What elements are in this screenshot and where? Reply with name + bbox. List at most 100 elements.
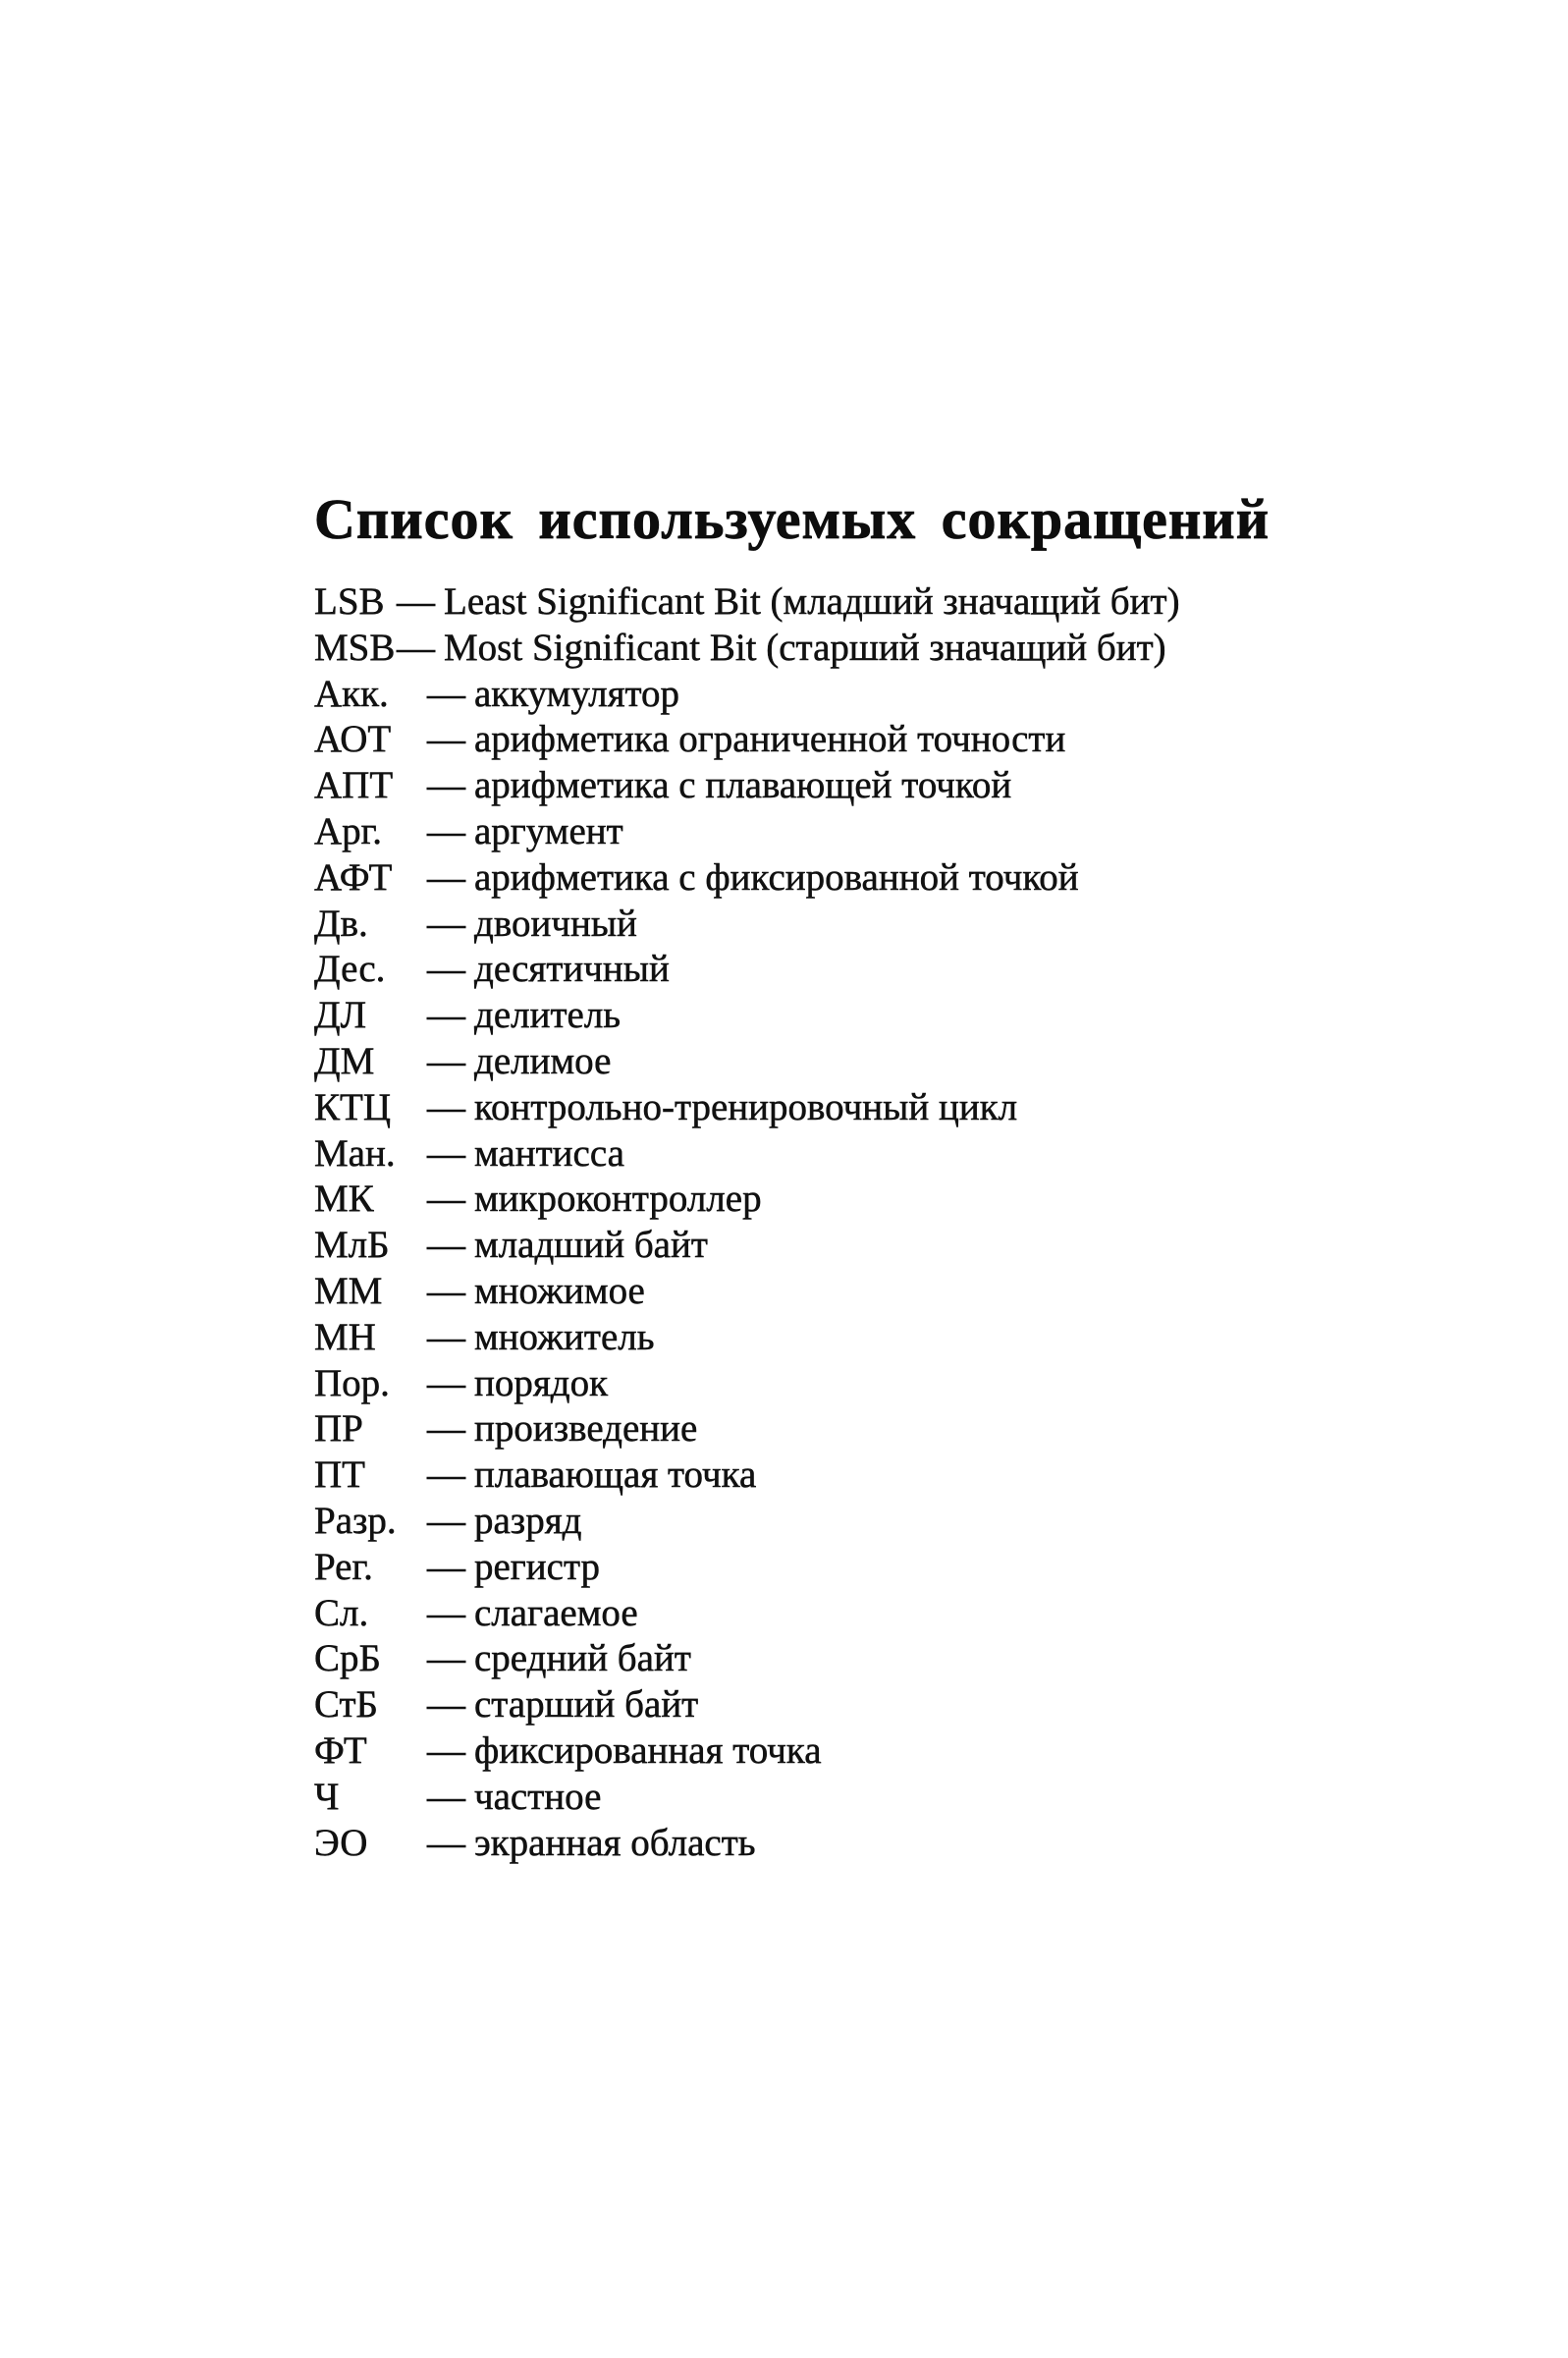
dash-separator: —: [427, 718, 466, 761]
list-item: ПР — произведение: [314, 1406, 1492, 1453]
list-item: ММ — множимое: [314, 1269, 1492, 1315]
description: арифметика ограниченной точности: [474, 718, 1066, 761]
dash-separator: —: [427, 1499, 466, 1542]
list-item: МлБ — младший байт: [314, 1223, 1492, 1269]
dash-separator: —: [397, 626, 436, 669]
description: делимое: [474, 1039, 612, 1082]
description: контрольно-тренировочный цикл: [474, 1085, 1018, 1128]
abbreviation: ПТ: [314, 1453, 366, 1497]
dash-separator: —: [427, 1131, 466, 1175]
description: двоичный: [474, 902, 637, 945]
abbreviation: ДМ: [314, 1039, 375, 1082]
dash-separator: —: [427, 1775, 466, 1818]
description: разряд: [474, 1499, 582, 1542]
abbreviation: ДЛ: [314, 994, 367, 1037]
description: мантисса: [474, 1131, 624, 1175]
dash-separator: —: [427, 1683, 466, 1727]
description: аккумулятор: [474, 672, 680, 715]
description: Least Significant Bit (младший значащий …: [444, 580, 1180, 623]
dash-separator: —: [427, 1085, 466, 1128]
abbreviation: СтБ: [314, 1683, 378, 1727]
list-item: Ман. — мантисса: [314, 1131, 1492, 1178]
list-item: МН — множитель: [314, 1315, 1492, 1361]
list-item: ДЛ — делитель: [314, 993, 1492, 1039]
dash-separator: —: [427, 855, 466, 899]
list-item: ЭО — экранная область: [314, 1821, 1492, 1867]
description: средний байт: [474, 1637, 691, 1680]
list-item: ФТ — фиксированная точка: [314, 1728, 1492, 1775]
description: слагаемое: [474, 1591, 638, 1634]
abbreviation: Акк.: [314, 672, 389, 715]
dash-separator: —: [427, 1269, 466, 1312]
list-item: Дв. — двоичный: [314, 902, 1492, 948]
description: делитель: [474, 994, 622, 1037]
dash-separator: —: [427, 1407, 466, 1451]
dash-separator: —: [427, 1637, 466, 1680]
abbreviation: Ч: [314, 1775, 340, 1818]
abbreviation: МК: [314, 1178, 374, 1221]
abbreviation: ЭО: [314, 1821, 368, 1864]
dash-separator: —: [427, 809, 466, 852]
list-item: КТЦ — контрольно-тренировочный цикл: [314, 1085, 1492, 1131]
description: микроконтроллер: [474, 1178, 762, 1221]
dash-separator: —: [427, 1453, 466, 1497]
abbreviation: Дв.: [314, 902, 368, 945]
list-item: МК — микроконтроллер: [314, 1177, 1492, 1223]
description: порядок: [474, 1361, 609, 1404]
dash-separator: —: [427, 1591, 466, 1634]
abbreviation: Арг.: [314, 809, 383, 852]
dash-separator: —: [427, 672, 466, 715]
abbreviation-list: LSB — Least Significant Bit (младший знача…: [314, 579, 1492, 1866]
description: младший байт: [474, 1224, 708, 1267]
dash-separator: —: [427, 1178, 466, 1221]
abbreviation: ПР: [314, 1407, 363, 1451]
abbreviation: СрБ: [314, 1637, 381, 1680]
list-item: АПТ — арифметика с плавающей точкой: [314, 763, 1492, 809]
dash-separator: —: [397, 580, 436, 623]
list-item: Сл. — слагаемое: [314, 1591, 1492, 1637]
description: произведение: [474, 1407, 698, 1451]
description: аргумент: [474, 809, 623, 852]
dash-separator: —: [427, 1361, 466, 1404]
abbreviation: АОТ: [314, 718, 392, 761]
abbreviation: Рег.: [314, 1545, 373, 1588]
abbreviation: АПТ: [314, 764, 394, 807]
abbreviation: Разр.: [314, 1499, 397, 1542]
abbreviation: ММ: [314, 1269, 383, 1312]
description: частное: [474, 1775, 602, 1818]
description: регистр: [474, 1545, 601, 1588]
abbreviation: ФТ: [314, 1728, 367, 1772]
dash-separator: —: [427, 1224, 466, 1267]
dash-separator: —: [427, 1728, 466, 1772]
list-item: Пор. — порядок: [314, 1361, 1492, 1407]
abbreviation: LSB: [314, 580, 385, 623]
description: плавающая точка: [474, 1453, 757, 1497]
description: множимое: [474, 1269, 645, 1312]
abbreviation: МН: [314, 1315, 376, 1358]
abbreviation: АФТ: [314, 855, 393, 899]
list-item: АФТ — арифметика с фиксированной точкой: [314, 855, 1492, 902]
list-item: Ч — частное: [314, 1775, 1492, 1821]
abbreviation: MSB: [314, 626, 396, 669]
list-item: Акк. — аккумулятор: [314, 672, 1492, 718]
description: фиксированная точка: [474, 1728, 822, 1772]
abbreviation: КТЦ: [314, 1085, 392, 1128]
list-item: LSB — Least Significant Bit (младший знача…: [314, 579, 1492, 626]
dash-separator: —: [427, 1315, 466, 1358]
abbreviation: Ман.: [314, 1131, 396, 1175]
list-item: ДМ — делимое: [314, 1039, 1492, 1085]
description: Most Significant Bit (старший значащий б…: [444, 626, 1166, 669]
dash-separator: —: [427, 1039, 466, 1082]
list-item: MSB — Most Significant Bit (старший значащ…: [314, 626, 1492, 672]
dash-separator: —: [427, 902, 466, 945]
list-item: СтБ — старший байт: [314, 1682, 1492, 1728]
list-item: ПТ — плавающая точка: [314, 1453, 1492, 1499]
list-item: АОТ — арифметика ограниченной точности: [314, 717, 1492, 763]
dash-separator: —: [427, 1545, 466, 1588]
list-item: Дес. — десятичный: [314, 947, 1492, 993]
list-item: СрБ — средний байт: [314, 1636, 1492, 1682]
description: экранная область: [474, 1821, 756, 1864]
page-title: Список используемых сокращений: [314, 487, 1271, 552]
list-item: Рег. — регистр: [314, 1545, 1492, 1591]
